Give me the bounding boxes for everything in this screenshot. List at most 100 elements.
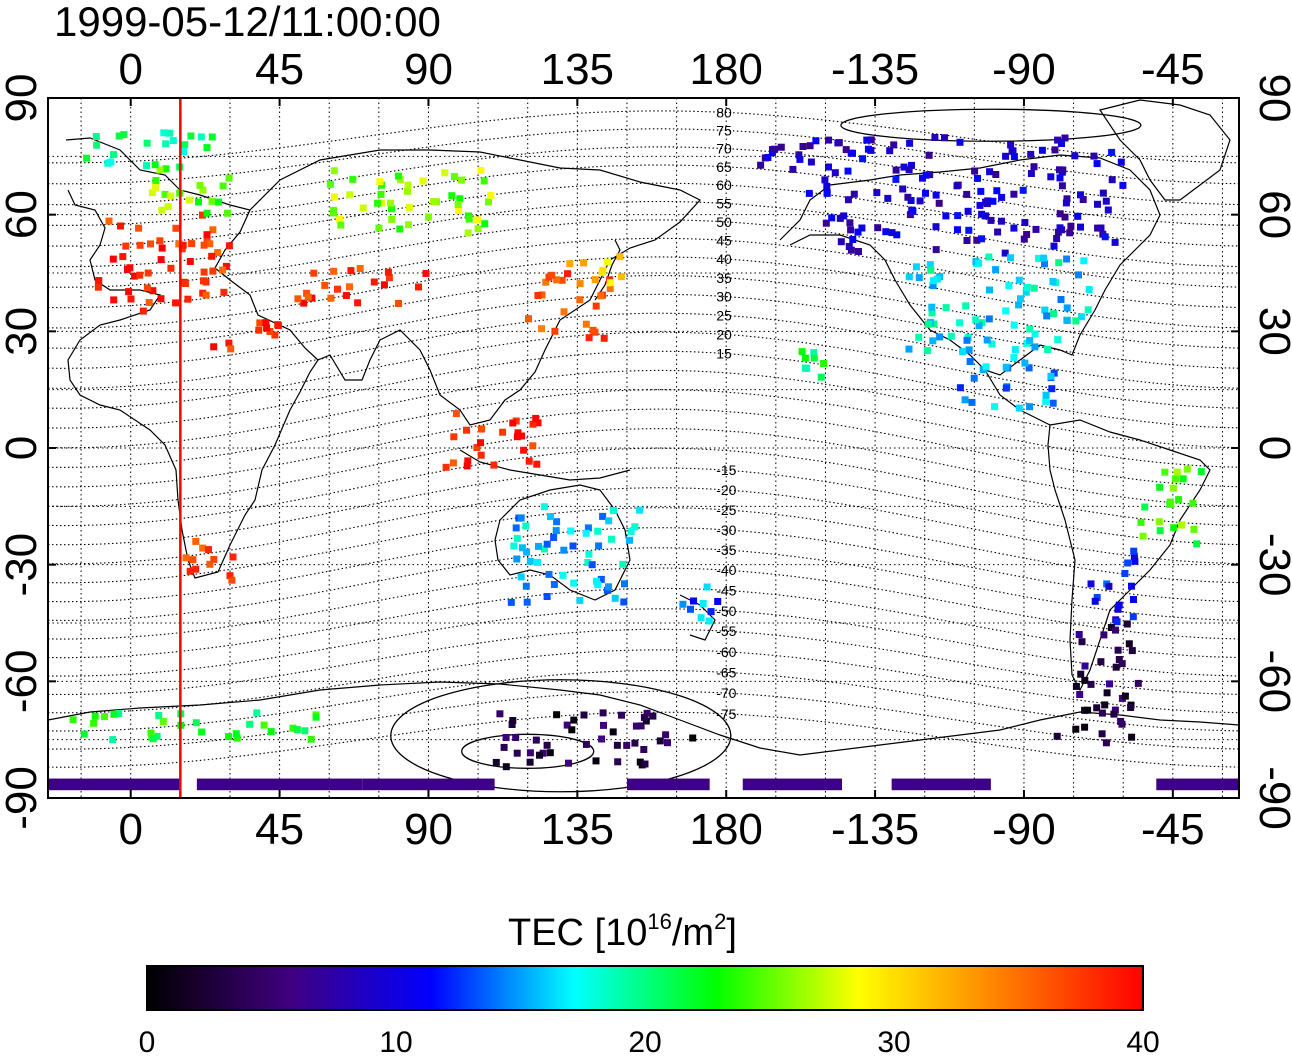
tec-cell xyxy=(941,134,948,142)
tec-cell xyxy=(80,730,88,738)
tec-cell xyxy=(551,327,559,335)
top-lon-tick-label: 135 xyxy=(541,45,614,94)
tec-cell xyxy=(597,575,605,583)
tec-cell xyxy=(219,182,227,190)
tec-cell xyxy=(801,354,809,362)
magnetic-contour-line xyxy=(48,507,1239,584)
tec-cell xyxy=(356,265,364,272)
tec-cell xyxy=(962,302,970,310)
tec-cell xyxy=(477,439,484,447)
tec-cell xyxy=(845,243,853,250)
tec-cell xyxy=(1062,199,1070,207)
tec-cell xyxy=(1127,704,1135,711)
tec-cell xyxy=(963,237,971,244)
tec-cell xyxy=(1053,235,1061,242)
tec-cell xyxy=(422,270,430,277)
tec-cell xyxy=(850,190,858,198)
tec-cell xyxy=(1032,225,1040,233)
contour-label: -70 xyxy=(716,685,736,701)
tec-cell xyxy=(592,757,600,765)
tec-cell xyxy=(1081,676,1089,684)
tec-cell xyxy=(374,199,381,207)
tec-cell xyxy=(490,461,498,469)
tec-cell xyxy=(225,242,233,250)
tec-cell xyxy=(376,178,384,186)
tec-cell xyxy=(253,709,261,717)
tec-cell xyxy=(1102,739,1110,747)
contour-label: 45 xyxy=(716,232,732,248)
tec-cell xyxy=(463,462,471,470)
tec-cell xyxy=(517,514,525,522)
tec-cell xyxy=(156,166,164,174)
tec-cell xyxy=(509,419,517,427)
tec-cell xyxy=(699,600,707,607)
bottom-longitude-tick-labels: 0 45 90 135 180 -135 -90 -45 xyxy=(118,805,1204,854)
tec-cell xyxy=(998,217,1005,225)
tec-cell xyxy=(1123,620,1131,628)
tec-cell xyxy=(835,139,843,147)
tec-cell xyxy=(1101,233,1109,241)
tec-cell xyxy=(757,161,765,169)
tec-cell xyxy=(859,155,867,163)
tec-cell xyxy=(1072,725,1080,733)
tec-cell xyxy=(631,739,639,747)
tec-cell xyxy=(1026,337,1034,344)
tec-cell xyxy=(145,299,153,306)
tec-cell xyxy=(1190,525,1198,533)
tec-cell xyxy=(538,325,545,333)
tec-cell xyxy=(595,542,603,550)
tec-cell xyxy=(1077,670,1085,678)
tec-cell xyxy=(209,267,217,275)
tec-cell xyxy=(935,199,943,207)
tec-cell xyxy=(271,331,279,339)
tec-cell xyxy=(1139,532,1147,540)
tec-cell xyxy=(636,506,644,514)
bottom-lon-tick-label: 135 xyxy=(541,805,614,854)
left-lat-tick-label: 30 xyxy=(0,307,46,356)
tec-cell xyxy=(799,143,807,150)
tec-cell xyxy=(1026,325,1034,333)
magnetic-contour-line xyxy=(48,567,1239,640)
tec-cell xyxy=(570,716,578,724)
tec-cell xyxy=(605,583,612,591)
tec-cell xyxy=(1054,336,1062,344)
tec-cell xyxy=(1110,710,1118,718)
tec-cell xyxy=(294,295,302,303)
tec-cell xyxy=(307,735,315,743)
tec-cell xyxy=(821,176,829,184)
tec-cell xyxy=(144,269,152,277)
tec-cell xyxy=(175,240,183,248)
tec-cell xyxy=(543,540,551,548)
tec-cell xyxy=(1035,254,1042,262)
tec-cell xyxy=(922,189,929,197)
tec-cell xyxy=(1002,307,1010,315)
tec-cell xyxy=(915,274,923,282)
tec-cell xyxy=(172,224,180,232)
tec-cell xyxy=(584,524,592,532)
tec-cell xyxy=(954,212,962,220)
tec-cell xyxy=(1087,680,1095,688)
tec-cell xyxy=(1108,176,1116,184)
tec-cell xyxy=(609,728,617,736)
tec-cell xyxy=(210,556,218,563)
tec-cell xyxy=(419,177,427,185)
contour-label: -30 xyxy=(716,522,736,538)
tec-cell xyxy=(854,228,862,236)
tec-cell xyxy=(387,199,394,207)
tec-cell xyxy=(576,296,584,304)
tec-cell xyxy=(1128,647,1136,655)
tec-cell xyxy=(570,579,578,587)
bottom-lon-tick-label: 0 xyxy=(118,805,142,854)
tec-cell xyxy=(94,283,102,291)
tec-cell xyxy=(930,277,938,285)
tec-cell xyxy=(158,206,166,214)
tec-cell xyxy=(1173,468,1181,476)
contour-label: -35 xyxy=(716,542,736,558)
tec-cell xyxy=(510,542,518,550)
tec-cell xyxy=(1161,468,1169,476)
tec-cell xyxy=(450,433,458,441)
tec-cell xyxy=(1072,682,1080,690)
tec-cell xyxy=(637,722,645,730)
tec-band xyxy=(742,778,842,791)
tec-cell xyxy=(202,291,210,299)
